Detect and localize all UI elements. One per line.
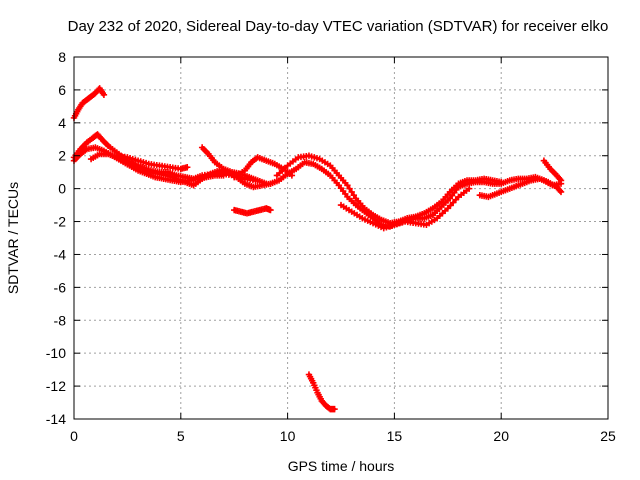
data-point bbox=[557, 188, 565, 196]
x-axis-label: GPS time / hours bbox=[288, 458, 395, 474]
x-tick-label: 10 bbox=[280, 428, 296, 444]
grid bbox=[74, 57, 608, 419]
x-tick-label: 0 bbox=[70, 428, 78, 444]
data-point bbox=[557, 177, 565, 184]
x-tick-label: 25 bbox=[600, 428, 616, 444]
data-point bbox=[348, 188, 355, 196]
data-point bbox=[465, 185, 473, 192]
plot-frame bbox=[73, 56, 609, 420]
series-arc-6 bbox=[198, 144, 270, 187]
y-tick-label: -12 bbox=[46, 378, 66, 394]
y-tick-label: 6 bbox=[58, 82, 66, 98]
series-arc-11 bbox=[337, 185, 473, 232]
data-point bbox=[267, 206, 274, 214]
y-tick-label: -6 bbox=[54, 279, 67, 295]
x-tick-label: 20 bbox=[493, 428, 509, 444]
y-tick-label: 0 bbox=[58, 181, 66, 197]
data-point bbox=[556, 175, 564, 183]
series-arc-5 bbox=[113, 152, 191, 173]
data-point bbox=[556, 187, 564, 194]
y-axis-label: SDTVAR / TECUs bbox=[5, 182, 21, 294]
series-arc-12 bbox=[476, 175, 565, 201]
data-point bbox=[344, 182, 351, 189]
y-tick-label: -2 bbox=[54, 214, 67, 230]
x-tick-label: 5 bbox=[177, 428, 185, 444]
y-tick-label: 8 bbox=[58, 49, 66, 65]
series-arc-4 bbox=[87, 150, 274, 191]
data-point bbox=[350, 192, 358, 199]
ticks: 0 5 10 15 20 25 -14 -12 -10 -8 -6 -4 -2 0 2 4 6 8 bbox=[46, 49, 616, 444]
series-arc-8 bbox=[231, 205, 274, 217]
series-arc-13 bbox=[540, 157, 565, 184]
series-arc-14 bbox=[305, 371, 338, 413]
x-tick-label: 15 bbox=[387, 428, 403, 444]
y-tick-label: 4 bbox=[58, 115, 66, 131]
data-point bbox=[331, 405, 338, 413]
data-point bbox=[346, 185, 353, 192]
y-tick-label: -10 bbox=[46, 345, 66, 361]
data-point bbox=[100, 91, 108, 99]
y-tick-label: -14 bbox=[46, 411, 66, 427]
series-arc-7 bbox=[231, 154, 296, 181]
series-arc-1 bbox=[70, 85, 108, 122]
data-point bbox=[498, 178, 505, 186]
series-layer bbox=[70, 85, 565, 413]
data-point bbox=[184, 164, 191, 171]
y-tick-label: -4 bbox=[54, 246, 67, 262]
chart-title: Day 232 of 2020, Sidereal Day-to-day VTE… bbox=[68, 18, 609, 35]
y-tick-label: -8 bbox=[54, 312, 67, 328]
y-tick-label: 2 bbox=[58, 148, 66, 164]
